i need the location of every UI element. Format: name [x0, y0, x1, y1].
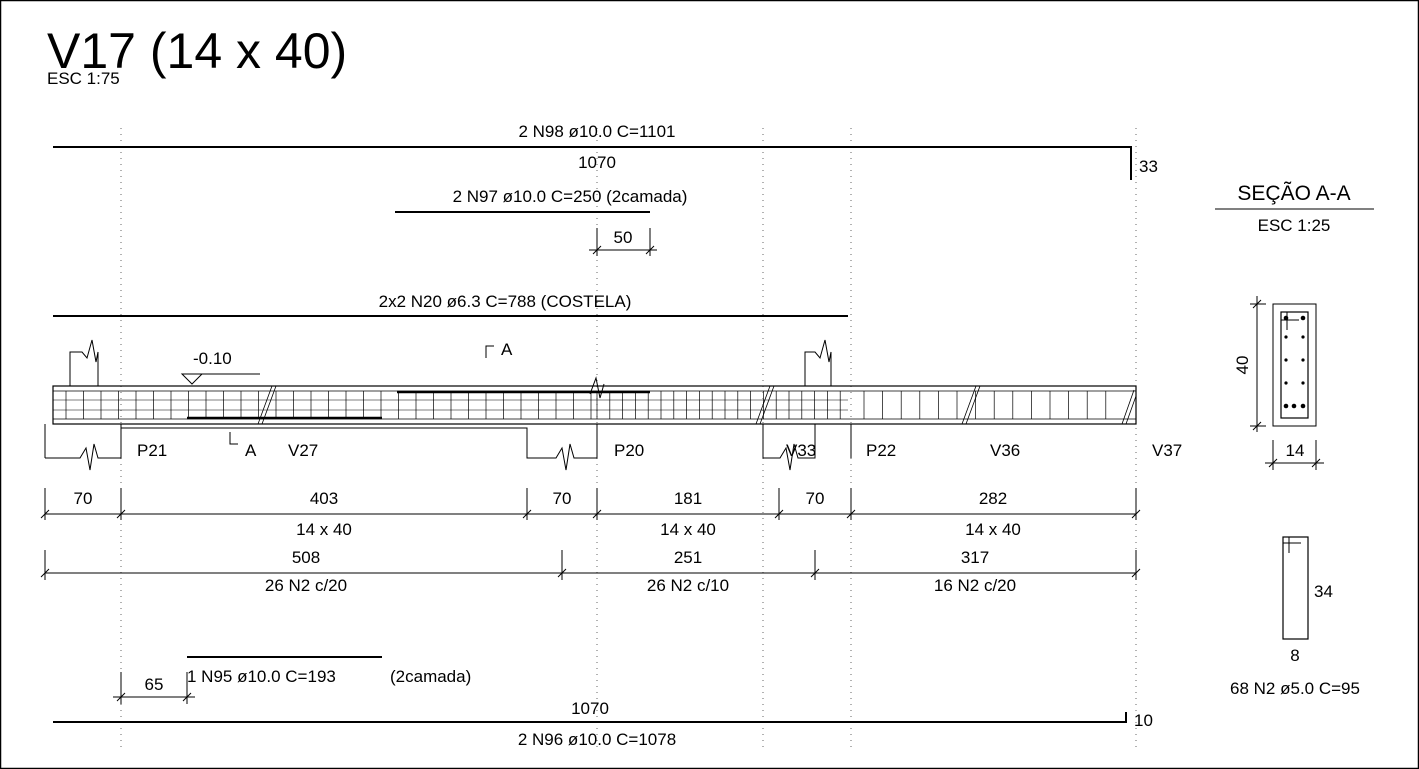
- section-width: 14: [1286, 441, 1305, 460]
- span-dim: 70: [74, 489, 93, 508]
- span-dim: 181: [674, 489, 702, 508]
- n97-label: 2 N97 ø10.0 C=250 (2camada): [453, 187, 688, 206]
- section-width-dim: [1265, 440, 1324, 470]
- support-label: P22: [866, 441, 896, 460]
- dim-row-1: [40, 488, 1141, 520]
- beam-level: -0.10: [193, 349, 232, 368]
- stirrup-spacing: 26 N2 c/10: [647, 576, 729, 595]
- span-dim: 70: [806, 489, 825, 508]
- n96-hook: 10: [1134, 711, 1153, 730]
- section-dim: 14 x 40: [965, 520, 1021, 539]
- section-dim: 14 x 40: [296, 520, 352, 539]
- stirrup-label: 68 N2 ø5.0 C=95: [1230, 679, 1360, 698]
- n98-length: 1070: [578, 153, 616, 172]
- n98-label: 2 N98 ø10.0 C=1101: [518, 122, 675, 141]
- n97-offset-dim: [589, 228, 657, 256]
- support-axes: [120, 128, 1137, 752]
- beam-elevation: [44, 339, 1137, 471]
- cut-label-top: A: [501, 340, 513, 359]
- section-title: SEÇÃO A-A: [1237, 181, 1350, 205]
- span-dim: 282: [979, 489, 1007, 508]
- support-label: V33: [786, 441, 816, 460]
- n20-label: 2x2 N20 ø6.3 C=788 (COSTELA): [379, 292, 632, 311]
- n97-offset: 50: [614, 228, 633, 247]
- n96-length: 1070: [571, 699, 609, 718]
- support-label: P20: [614, 441, 644, 460]
- cut-label-bottom: A: [245, 441, 257, 460]
- support-label: V37: [1152, 441, 1182, 460]
- zone-dim: 317: [961, 548, 989, 567]
- stirrup-height: 34: [1314, 582, 1333, 601]
- level-triangle: [180, 373, 204, 385]
- zone-dim: 508: [292, 548, 320, 567]
- stirrup-marks: [65, 391, 1107, 419]
- beam-scale: ESC 1:75: [47, 69, 120, 88]
- n95-note: (2camada): [390, 667, 471, 686]
- n98-hook: 33: [1139, 157, 1158, 176]
- support-label: V36: [990, 441, 1020, 460]
- n98-bar: [53, 146, 1132, 180]
- dim-row-2: [40, 550, 1141, 580]
- stirrup-spacing: 16 N2 c/20: [934, 576, 1016, 595]
- section-drawing: [1272, 303, 1317, 427]
- n95-offset: 65: [145, 675, 164, 694]
- n95-label: 1 N95 ø10.0 C=193: [187, 667, 336, 686]
- beam-title: V17 (14 x 40): [47, 23, 347, 79]
- section-height: 40: [1233, 356, 1252, 375]
- n96-bar: [53, 712, 1127, 723]
- cut-mark-bottom: [229, 432, 238, 445]
- stirrup-width: 8: [1290, 646, 1299, 665]
- span-dim: 70: [553, 489, 572, 508]
- section-scale: ESC 1:25: [1258, 216, 1331, 235]
- stirrup-detail: [1282, 536, 1309, 640]
- n96-label: 2 N96 ø10.0 C=1078: [518, 730, 676, 749]
- section-dim: 14 x 40: [660, 520, 716, 539]
- support-label: P21: [137, 441, 167, 460]
- stirrup-spacing: 26 N2 c/20: [265, 576, 347, 595]
- span-dim: 403: [310, 489, 338, 508]
- zone-dim: 251: [674, 548, 702, 567]
- cut-mark-top: [485, 345, 494, 358]
- n95-offset-dim: [113, 672, 195, 704]
- support-label: V27: [288, 441, 318, 460]
- section-height-dim: [1250, 296, 1266, 432]
- support-hatches: [257, 385, 1137, 425]
